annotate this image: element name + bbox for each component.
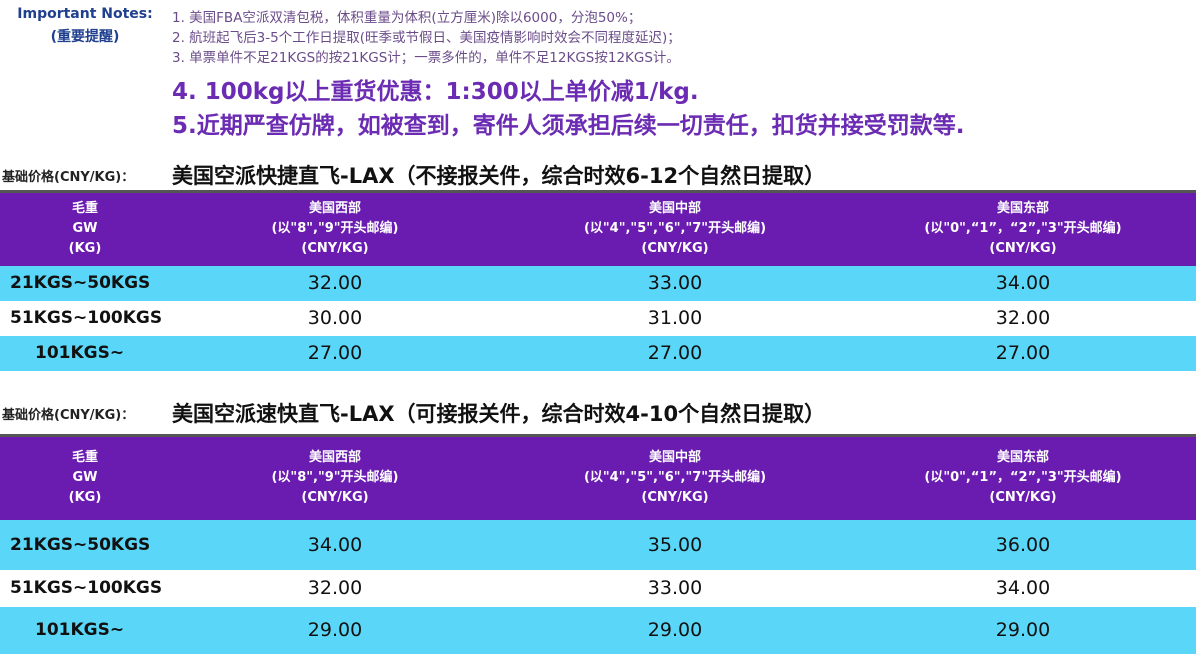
- cell-text: (CNY/KG): [641, 241, 709, 257]
- cell-text: 34.00: [170, 519, 500, 570]
- cell-text: 51KGS~100KGS: [10, 578, 163, 598]
- notes-label-cn: (重要提醒): [50, 29, 120, 45]
- cell-text: 51KGS~100KGS: [10, 308, 163, 328]
- section-1-title: 美国空派快捷直飞-LAX（不接报关件，综合时效6-12个自然日提取）: [172, 164, 826, 188]
- cell-text: 毛重: [71, 201, 98, 217]
- cell-text: (以"4","5","6","7"开头邮编): [583, 221, 767, 237]
- note-2: 2. 航班起飞后3-5个工作日提取(旺季或节假日、美国疫情影响时效会不同程度延迟…: [172, 30, 681, 46]
- cell-text: 32.00: [995, 307, 1051, 329]
- price-table-1: 毛重 GW (KG) 美国西部 (以"8","9"开头邮编) (CNY/KG) 美国中部…: [0, 190, 1196, 371]
- cell-text: GW: [72, 221, 98, 237]
- cell-text: (以"0",“1”，“2”,"3"开头邮编): [924, 221, 1122, 237]
- cell-text: 32.00: [170, 265, 500, 301]
- cell-text: 毛重: [71, 450, 98, 466]
- table-row: 21KGS~50KGS 32.00 33.00 34.00: [0, 265, 1196, 301]
- cell-text: 33.00: [500, 265, 850, 301]
- notes-label: Important Notes:: [17, 6, 153, 22]
- cell-text: (以"4","5","6","7"开头邮编): [583, 470, 767, 486]
- cell-text: 33.00: [647, 577, 703, 599]
- cell-text: (以"8","9"开头邮编): [271, 221, 399, 237]
- cell-text: 27.00: [500, 335, 850, 371]
- table-row: 51KGS~100KGS 30.00 31.00 32.00: [0, 301, 1196, 336]
- cell-text: (以"8","9"开头邮编): [271, 470, 399, 486]
- note-3: 3. 单票单件不足21KGS的按21KGS计；一票多件的，单件不足12KGS按1…: [172, 50, 680, 66]
- cell-text: (KG): [68, 490, 102, 506]
- cell-text: 美国东部: [996, 201, 1049, 217]
- cell-text: 29.00: [850, 606, 1196, 654]
- cell-text: 美国中部: [648, 450, 701, 466]
- cell-text: (CNY/KG): [641, 490, 709, 506]
- table-row: 101KGS~ 29.00 29.00 29.00: [0, 606, 1196, 654]
- cell-text: 101KGS~: [0, 335, 170, 371]
- note-5: 5.近期严查仿牌，如被查到，寄件人须承担后续一切责任，扣货并接受罚款等.: [172, 113, 965, 139]
- cell-text: 30.00: [307, 307, 363, 329]
- cell-text: 29.00: [170, 606, 500, 654]
- table-row: 101KGS~ 27.00 27.00 27.00: [0, 335, 1196, 371]
- cell-text: 美国东部: [996, 450, 1049, 466]
- cell-text: 27.00: [850, 335, 1196, 371]
- cell-text: 美国西部: [308, 201, 361, 217]
- cell-text: 21KGS~50KGS: [0, 265, 170, 301]
- cell-text: 29.00: [500, 606, 850, 654]
- cell-text: (KG): [68, 241, 102, 257]
- cell-text: 美国西部: [308, 450, 361, 466]
- table-header: 毛重 GW (KG) 美国西部 (以"8","9"开头邮编) (CNY/KG) 美国中部…: [0, 434, 1196, 520]
- cell-text: 31.00: [647, 307, 703, 329]
- price-table-2: 毛重 GW (KG) 美国西部 (以"8","9"开头邮编) (CNY/KG) 美国中部…: [0, 434, 1196, 654]
- note-4: 4. 100kg以上重货优惠：1:300以上单价减1/kg.: [172, 79, 699, 105]
- cell-text: 27.00: [170, 335, 500, 371]
- table-header: 毛重 GW (KG) 美国西部 (以"8","9"开头邮编) (CNY/KG) 美国中部…: [0, 190, 1196, 266]
- table-row: 21KGS~50KGS 34.00 35.00 36.00: [0, 519, 1196, 570]
- table-row: 51KGS~100KGS 32.00 33.00 34.00: [0, 570, 1196, 607]
- cell-text: 34.00: [850, 265, 1196, 301]
- cell-text: 101KGS~: [0, 606, 170, 654]
- section-2-label: 基础价格(CNY/KG)：: [2, 408, 135, 423]
- cell-text: 美国中部: [648, 201, 701, 217]
- cell-text: 34.00: [995, 577, 1051, 599]
- cell-text: (以"0",“1”，“2”,"3"开头邮编): [924, 470, 1122, 486]
- cell-text: (CNY/KG): [989, 241, 1057, 257]
- section-2-title: 美国空派速快直飞-LAX（可接报关件，综合时效4-10个自然日提取）: [172, 402, 826, 426]
- cell-text: (CNY/KG): [301, 241, 369, 257]
- cell-text: 36.00: [850, 519, 1196, 570]
- cell-text: 32.00: [307, 577, 363, 599]
- cell-text: 35.00: [500, 519, 850, 570]
- cell-text: (CNY/KG): [301, 490, 369, 506]
- cell-text: (CNY/KG): [989, 490, 1057, 506]
- cell-text: GW: [72, 470, 98, 486]
- note-1: 1. 美国FBA空派双清包税，体积重量为体积(立方厘米)除以6000，分泡50%…: [172, 10, 642, 26]
- section-1-label: 基础价格(CNY/KG)：: [2, 170, 135, 185]
- cell-text: 21KGS~50KGS: [0, 519, 170, 570]
